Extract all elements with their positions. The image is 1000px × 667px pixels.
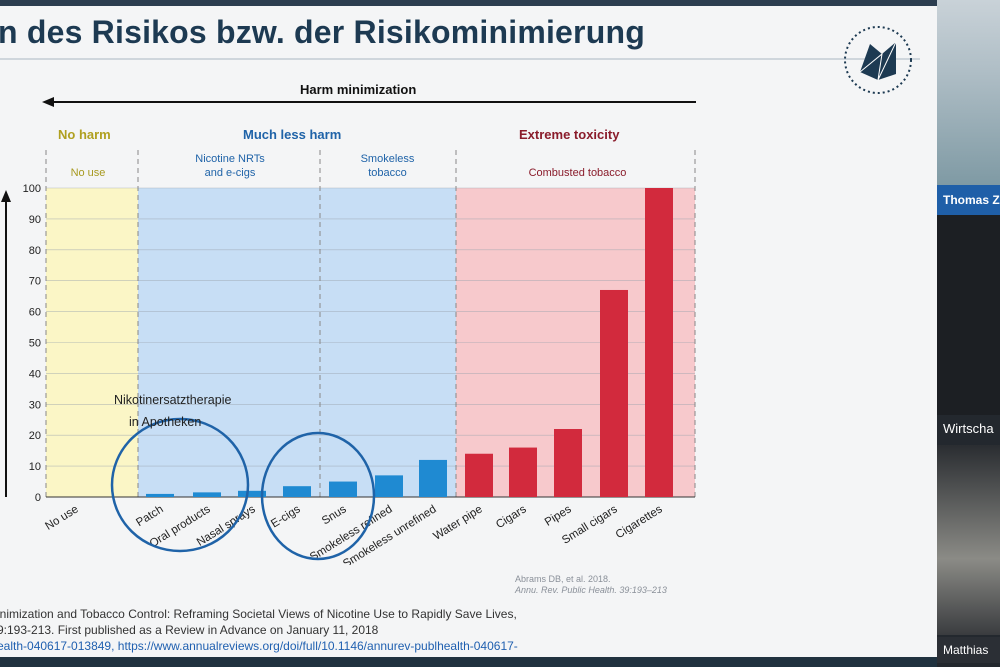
subcategory-nrt-ecigs: Nicotine NRTs and e-cigs	[195, 153, 265, 179]
reference-link[interactable]: ealth-040617-013849, https://www.annualr…	[0, 639, 518, 653]
highlight-circle-nrt	[110, 417, 250, 553]
participant-panel: Thomas Z Wirtscha Matthias	[937, 0, 1000, 667]
category-extreme-toxicity: Extreme toxicity	[519, 127, 620, 142]
bar-nasal-sprays	[238, 490, 266, 497]
slide-bottom-strip	[0, 657, 937, 667]
annotation-nrt-pharmacy: Nikotinersatztherapie in Apotheken	[114, 389, 231, 433]
y-tick-label: 20	[29, 430, 41, 442]
bar-cigarettes	[645, 188, 673, 497]
presentation-slide: n des Risikos bzw. der Risikominimierung…	[0, 0, 937, 667]
annotation-line-2: in Apotheken	[129, 415, 202, 429]
y-tick-label: 60	[29, 307, 41, 319]
x-tick-label: No use	[43, 503, 80, 532]
x-tick-label: E-cigs	[269, 503, 303, 530]
bar-e-cigs	[283, 486, 311, 497]
reference-line-2: 9:193-213. First published as a Review i…	[0, 623, 379, 637]
source-citation: Abrams DB, et al. 2018. Annu. Rev. Publi…	[515, 574, 667, 596]
participant-name-bottom: Matthias	[937, 637, 1000, 663]
citation-authors: Abrams DB, et al. 2018.	[515, 574, 611, 584]
bar-smokeless-refined	[375, 475, 403, 497]
bar-patch	[146, 493, 174, 497]
citation-journal: Annu. Rev. Public Health. 39:193–213	[515, 585, 667, 595]
harm-arrowhead	[42, 97, 54, 107]
bar-pipes	[554, 429, 582, 497]
video-tile-bottom[interactable]	[937, 445, 1000, 635]
bar-water-pipe	[465, 453, 493, 497]
slide-title: n des Risikos bzw. der Risikominimierung	[0, 14, 645, 50]
y-tick-label: 0	[35, 492, 41, 504]
y-tick-label: 10	[29, 461, 41, 473]
slide-top-strip	[0, 0, 937, 6]
y-tick-label: 90	[29, 214, 41, 226]
subcategory-combusted: Combusted tobacco	[528, 167, 627, 179]
subcategory-no-use: No use	[70, 167, 106, 179]
title-divider	[0, 58, 920, 60]
bar-oral-products	[193, 492, 221, 497]
video-tile-middle[interactable]	[937, 215, 1000, 415]
x-tick-label: Patch	[134, 503, 165, 529]
x-tick-label: Snus	[320, 503, 349, 527]
category-no-harm: No harm	[58, 127, 111, 142]
annotation-line-1: Nikotinersatztherapie	[114, 393, 232, 407]
participant-name-top: Thomas Z	[937, 185, 1000, 215]
subcategory-smokeless: Smokeless tobacco	[360, 153, 415, 179]
reference-line-1: inimization and Tobacco Control: Reframi…	[0, 607, 517, 621]
y-tick-label: 100	[23, 183, 41, 195]
highlight-circle-ecig-snus	[260, 431, 376, 561]
bar-small-cigars	[600, 289, 628, 497]
risk-axis-arrowhead	[1, 190, 11, 202]
bar-smokeless-unrefined	[419, 459, 447, 497]
x-tick-label: Cigarettes	[614, 503, 665, 541]
participant-label-middle: Wirtscha	[943, 421, 994, 436]
reference-text: inimization and Tobacco Control: Reframi…	[0, 606, 518, 654]
y-tick-label: 30	[29, 399, 41, 411]
harm-minimization-label: Harm minimization	[300, 82, 417, 97]
video-tile-top[interactable]	[937, 0, 1000, 185]
x-tick-label: Cigars	[494, 503, 529, 531]
y-tick-label: 70	[29, 276, 41, 288]
x-tick-label: Water pipe	[431, 503, 484, 542]
y-tick-label: 40	[29, 368, 41, 380]
category-much-less-harm: Much less harm	[243, 127, 342, 142]
x-tick-label: Pipes	[543, 503, 574, 529]
institute-logo	[844, 26, 912, 94]
bar-cigars	[509, 447, 537, 497]
bar-snus	[329, 481, 357, 497]
y-tick-label: 50	[29, 338, 41, 350]
y-tick-label: 80	[29, 245, 41, 257]
